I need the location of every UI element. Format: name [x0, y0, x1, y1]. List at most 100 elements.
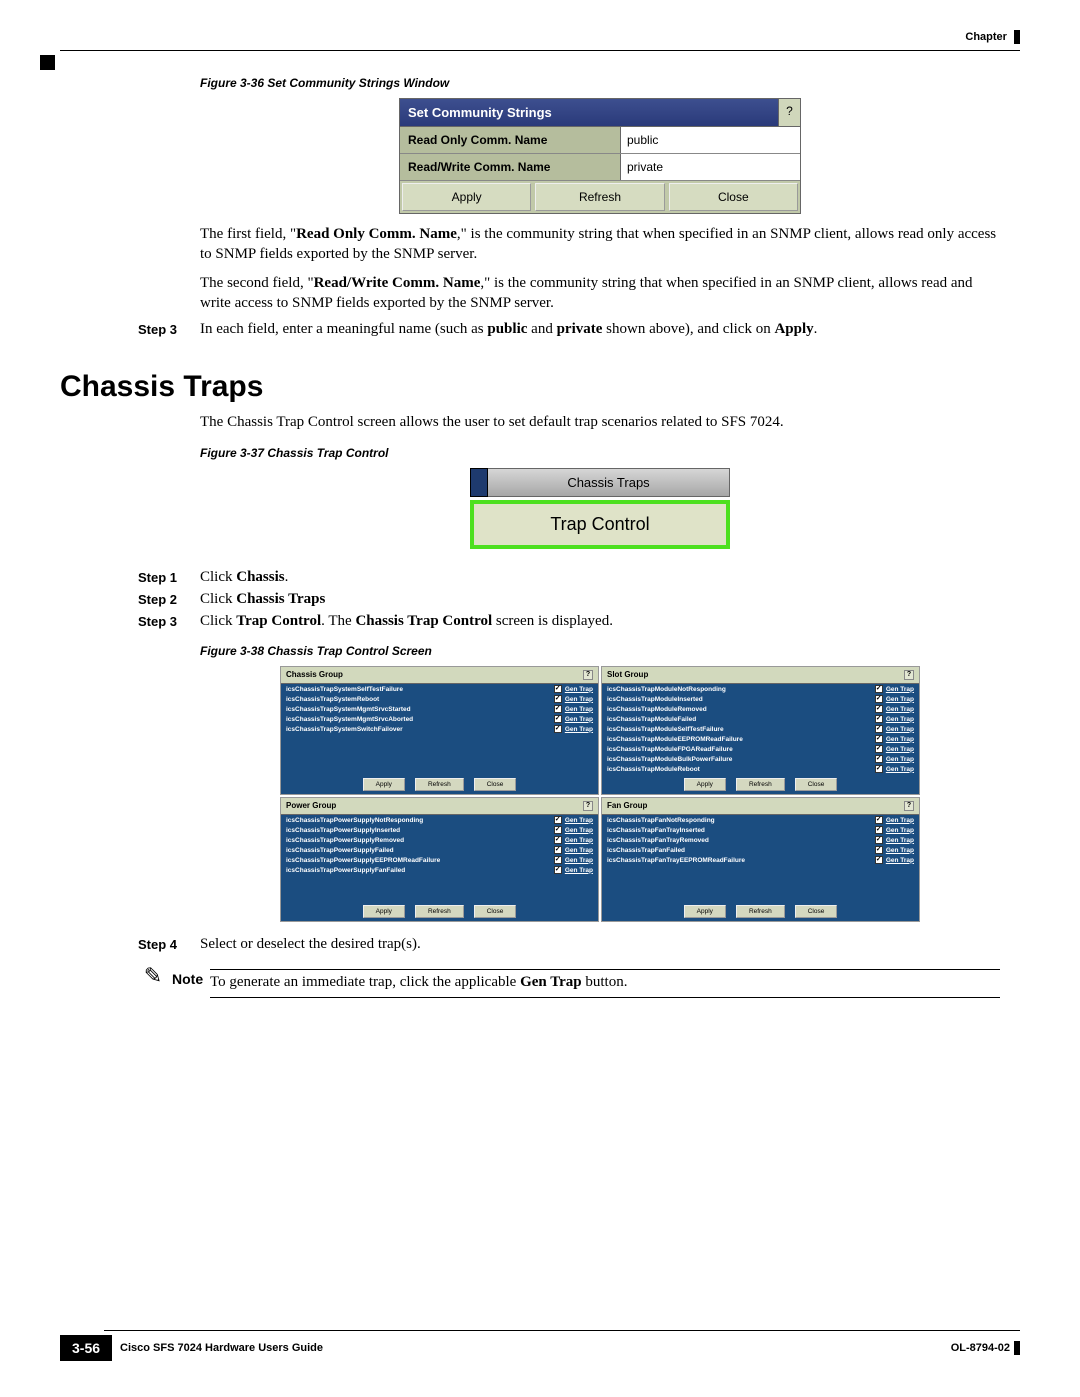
trap-control-button[interactable]: Trap Control: [470, 500, 730, 549]
trap-name: icsChassisTrapModuleReboot: [607, 766, 875, 773]
trap-checkbox[interactable]: [875, 735, 883, 743]
trap-name: icsChassisTrapModuleInserted: [607, 696, 875, 703]
trap-checkbox[interactable]: [875, 695, 883, 703]
help-icon[interactable]: ?: [904, 670, 914, 680]
footer-title: Cisco SFS 7024 Hardware Users Guide: [112, 1342, 951, 1354]
refresh-button[interactable]: Refresh: [736, 778, 785, 791]
trap-name: icsChassisTrapSystemSwitchFailover: [286, 726, 554, 733]
trap-checkbox[interactable]: [554, 705, 562, 713]
apply-button[interactable]: Apply: [363, 905, 405, 918]
trap-name: icsChassisTrapPowerSupplyInserted: [286, 827, 554, 834]
trap-checkbox[interactable]: [875, 856, 883, 864]
trap-checkbox[interactable]: [875, 705, 883, 713]
trap-checkbox[interactable]: [875, 745, 883, 753]
trap-checkbox[interactable]: [554, 816, 562, 824]
trap-checkbox[interactable]: [875, 685, 883, 693]
refresh-button[interactable]: Refresh: [415, 905, 464, 918]
help-icon[interactable]: ?: [904, 801, 914, 811]
trap-checkbox[interactable]: [875, 725, 883, 733]
gen-trap-link[interactable]: Gen Trap: [565, 827, 593, 834]
close-button[interactable]: Close: [474, 778, 517, 791]
trap-name: icsChassisTrapModuleFailed: [607, 716, 875, 723]
help-button[interactable]: ?: [778, 99, 800, 126]
gen-trap-link[interactable]: Gen Trap: [565, 706, 593, 713]
gen-trap-link[interactable]: Gen Trap: [565, 817, 593, 824]
gen-trap-link[interactable]: Gen Trap: [886, 766, 914, 773]
gen-trap-link[interactable]: Gen Trap: [886, 756, 914, 763]
gen-trap-link[interactable]: Gen Trap: [565, 847, 593, 854]
trap-checkbox[interactable]: [554, 826, 562, 834]
gen-trap-link[interactable]: Gen Trap: [886, 746, 914, 753]
note-block: ✎ Note To generate an immediate trap, cl…: [138, 969, 1000, 998]
trap-checkbox[interactable]: [554, 685, 562, 693]
chassis-traps-tab[interactable]: Chassis Traps: [488, 468, 730, 497]
gen-trap-link[interactable]: Gen Trap: [886, 817, 914, 824]
apply-button[interactable]: Apply: [363, 778, 405, 791]
gen-trap-link[interactable]: Gen Trap: [565, 716, 593, 723]
gen-trap-link[interactable]: Gen Trap: [886, 736, 914, 743]
trap-checkbox[interactable]: [554, 846, 562, 854]
gen-trap-link[interactable]: Gen Trap: [565, 686, 593, 693]
trap-checkbox[interactable]: [875, 765, 883, 773]
gen-trap-link[interactable]: Gen Trap: [886, 726, 914, 733]
gen-trap-link[interactable]: Gen Trap: [886, 696, 914, 703]
trap-checkbox[interactable]: [554, 856, 562, 864]
trap-name: icsChassisTrapSystemMgmtSrvcAborted: [286, 716, 554, 723]
footer-marker-icon: [1014, 1341, 1020, 1355]
gen-trap-link[interactable]: Gen Trap: [565, 726, 593, 733]
apply-button[interactable]: Apply: [684, 905, 726, 918]
apply-button[interactable]: Apply: [684, 778, 726, 791]
note-body: To generate an immediate trap, click the…: [210, 969, 1000, 998]
gen-trap-link[interactable]: Gen Trap: [886, 857, 914, 864]
refresh-button[interactable]: Refresh: [736, 905, 785, 918]
trap-checkbox[interactable]: [875, 846, 883, 854]
close-button[interactable]: Close: [795, 905, 838, 918]
trap-checkbox[interactable]: [554, 715, 562, 723]
window-title: Set Community Strings: [400, 99, 778, 126]
figure-37-caption: Figure 3-37 Chassis Trap Control: [200, 446, 1000, 460]
chassis-group: Chassis Group?icsChassisTrapSystemSelfTe…: [280, 666, 599, 795]
trap-checkbox[interactable]: [554, 725, 562, 733]
trap-checkbox[interactable]: [554, 866, 562, 874]
trap-item: icsChassisTrapFanTrayEEPROMReadFailureGe…: [602, 855, 919, 865]
step-label: Step 4: [138, 936, 200, 953]
close-button[interactable]: Close: [795, 778, 838, 791]
step-3-top: Step 3 In each field, enter a meaningful…: [200, 321, 1000, 338]
note-label: Note: [172, 969, 210, 987]
step-1: Step 1 Click Chassis.: [200, 569, 1000, 586]
trap-name: icsChassisTrapPowerSupplyNotResponding: [286, 817, 554, 824]
gen-trap-link[interactable]: Gen Trap: [886, 706, 914, 713]
gen-trap-link[interactable]: Gen Trap: [886, 837, 914, 844]
gen-trap-link[interactable]: Gen Trap: [565, 867, 593, 874]
refresh-button[interactable]: Refresh: [535, 183, 664, 211]
trap-checkbox[interactable]: [875, 715, 883, 723]
trap-item: icsChassisTrapModuleFPGAReadFailureGen T…: [602, 744, 919, 754]
apply-button[interactable]: Apply: [402, 183, 531, 211]
gen-trap-link[interactable]: Gen Trap: [886, 847, 914, 854]
trap-item: icsChassisTrapModuleFailed Gen Trap: [602, 714, 919, 724]
gen-trap-link[interactable]: Gen Trap: [886, 716, 914, 723]
gen-trap-link[interactable]: Gen Trap: [565, 837, 593, 844]
gen-trap-link[interactable]: Gen Trap: [565, 696, 593, 703]
trap-checkbox[interactable]: [554, 836, 562, 844]
trap-name: icsChassisTrapFanFailed: [607, 847, 875, 854]
read-only-input[interactable]: [621, 127, 800, 153]
close-button[interactable]: Close: [474, 905, 517, 918]
read-write-input[interactable]: [621, 154, 800, 180]
figure-36-caption: Figure 3-36 Set Community Strings Window: [200, 76, 1000, 90]
gen-trap-link[interactable]: Gen Trap: [886, 686, 914, 693]
help-icon[interactable]: ?: [583, 670, 593, 680]
step-label: Step 2: [138, 591, 200, 608]
help-icon[interactable]: ?: [583, 801, 593, 811]
gen-trap-link[interactable]: Gen Trap: [565, 857, 593, 864]
gen-trap-link[interactable]: Gen Trap: [886, 827, 914, 834]
trap-checkbox[interactable]: [875, 826, 883, 834]
trap-name: icsChassisTrapPowerSupplyEEPROMReadFailu…: [286, 857, 554, 864]
trap-checkbox[interactable]: [875, 836, 883, 844]
trap-checkbox[interactable]: [554, 695, 562, 703]
close-button[interactable]: Close: [669, 183, 798, 211]
trap-checkbox[interactable]: [875, 816, 883, 824]
trap-checkbox[interactable]: [875, 755, 883, 763]
refresh-button[interactable]: Refresh: [415, 778, 464, 791]
fan-group: Fan Group?icsChassisTrapFanNotResponding…: [601, 797, 920, 922]
